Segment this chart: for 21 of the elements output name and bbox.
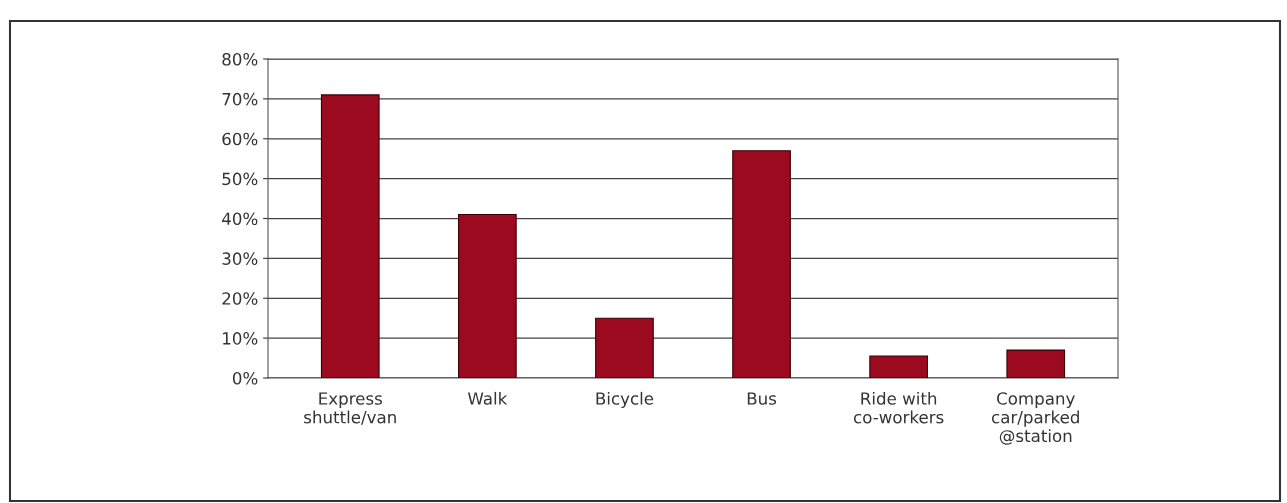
bar (595, 317, 654, 378)
y-tick-label: 0% (232, 371, 258, 385)
x-tick-label: Company car/parked @station (991, 392, 1079, 445)
x-tick-label: Walk (467, 391, 508, 405)
y-tick-label: 60% (222, 132, 258, 146)
y-tick-label: 20% (222, 292, 258, 305)
x-tick-label: Express shuttle/van (304, 392, 396, 425)
y-tick-label: 70% (222, 92, 258, 106)
x-tick-label: Bicycle (596, 391, 654, 409)
x-tick-label: Bus (747, 392, 777, 405)
bar (869, 355, 928, 378)
y-tick-label: 80% (222, 52, 258, 66)
y-tick-label: 40% (222, 212, 258, 226)
x-tick-label: Ride with co-workers (853, 391, 944, 424)
bar (1006, 349, 1066, 378)
bar (732, 150, 791, 378)
y-tick-label: 30% (222, 252, 258, 265)
y-tick-label: 10% (223, 332, 258, 345)
y-tick-label: 50% (222, 172, 258, 186)
bar (458, 213, 517, 378)
bar (320, 94, 380, 378)
